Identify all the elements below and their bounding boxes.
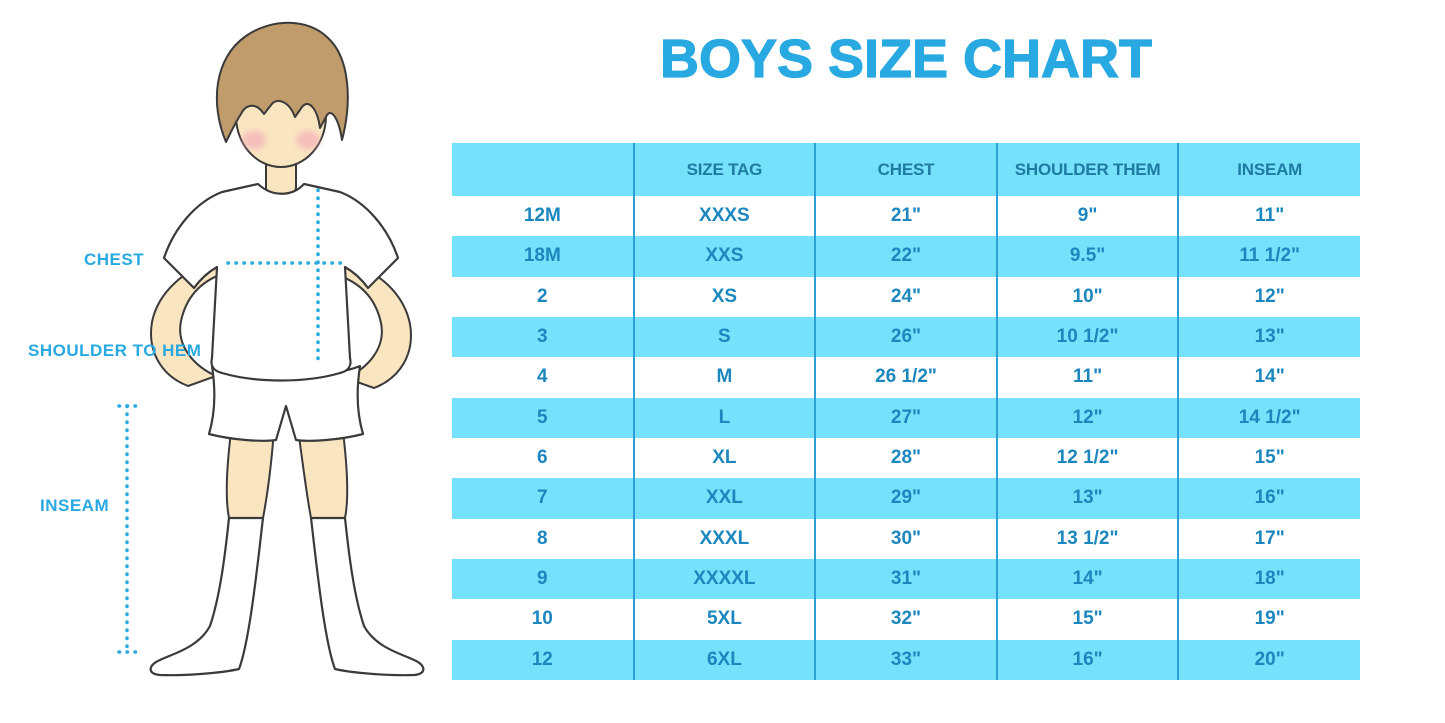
table-cell: L [632, 397, 816, 438]
table-row: 9 XXXXL 31" 14" 18" [452, 558, 1360, 600]
table-cell: S [632, 316, 816, 358]
table-cell: XS [632, 276, 816, 317]
table-cell: 12" [1177, 276, 1360, 317]
table-cell: 31" [814, 558, 997, 600]
table-cell: 10" [995, 276, 1179, 317]
shoulder-to-hem-label: SHOULDER TO HEM [28, 341, 202, 360]
table-cell: XXL [632, 478, 816, 519]
table-cell: 12 [531, 648, 553, 670]
table-cell: 9.5" [995, 236, 1179, 277]
table-row: 12M XXXS 21" 9" 11" [452, 196, 1360, 237]
table-cell: 8 [537, 527, 548, 549]
table-cell: 15" [995, 599, 1179, 640]
table-cell: 3 [537, 326, 548, 348]
table-row: 8 XXXL 30" 13 1/2" 17" [452, 518, 1360, 559]
column-header: CHEST [814, 143, 997, 196]
size-table-body: 12M XXXS 21" 9" 11" 18M XXS 22" 9.5" 11 1/2" 2 XS 24… [452, 196, 1360, 680]
boy-right-arm [339, 263, 412, 389]
table-cell: 16" [995, 639, 1179, 680]
table-cell: M [632, 357, 816, 398]
table-cell: 26 1/2" [814, 357, 997, 398]
boy-illustration [117, 21, 425, 677]
table-cell: 18M [523, 245, 561, 267]
table-cell: 11" [1177, 196, 1360, 237]
table-cell: 12 1/2" [995, 437, 1179, 479]
table-cell: 14 1/2" [1177, 397, 1360, 438]
table-cell: 18" [1177, 558, 1360, 600]
table-cell: 27" [814, 397, 997, 438]
table-cell: 5XL [632, 599, 816, 640]
table-row: 4 M 26 1/2" 11" 14" [452, 357, 1360, 398]
table-cell: 12M [523, 205, 561, 227]
table-cell: 24" [814, 276, 997, 317]
table-cell: 30" [814, 518, 997, 559]
table-cell: 17" [1177, 518, 1360, 559]
table-cell: 14" [1177, 357, 1360, 398]
table-cell: 21" [814, 196, 997, 237]
table-row: 12 6XL 33" 16" 20" [452, 639, 1360, 680]
table-cell: 32" [814, 599, 997, 640]
size-table: SIZE TAG CHEST SHOULDER THEM INSEAM 12M XXXS… [452, 143, 1360, 680]
boy-shirt [162, 182, 400, 382]
table-cell: 26" [814, 316, 997, 358]
table-cell: 29" [814, 478, 997, 519]
table-cell: 12" [995, 397, 1179, 438]
column-header: SHOULDER THEM [995, 143, 1179, 196]
table-cell: 13 1/2" [995, 518, 1179, 559]
table-cell: 10 1/2" [995, 316, 1179, 358]
table-cell: XL [632, 437, 816, 479]
size-table-head: SIZE TAG CHEST SHOULDER THEM INSEAM [452, 143, 1360, 196]
table-cell: 9 [537, 568, 548, 590]
table-cell: XXXL [632, 518, 816, 559]
inseam-label: INSEAM [40, 496, 110, 515]
table-cell: 13" [1177, 316, 1360, 358]
table-cell: 22" [814, 236, 997, 277]
column-header: INSEAM [1177, 143, 1360, 196]
table-row: 5 L 27" 12" 14 1/2" [452, 397, 1360, 438]
page-title: BOYS SIZE CHART [659, 28, 1153, 89]
boy-left-sock [149, 516, 265, 677]
table-cell: 14" [995, 558, 1179, 600]
table-row: 18M XXS 22" 9.5" 11 1/2" [452, 236, 1360, 277]
table-row: 2 XS 24" 10" 12" [452, 276, 1360, 317]
table-cell: XXXS [632, 196, 816, 237]
table-cell: 11" [995, 357, 1179, 398]
boy-right-cheek [296, 131, 320, 149]
table-cell: 9" [995, 196, 1179, 237]
column-header: SIZE TAG [632, 143, 816, 196]
table-row: 10 5XL 32" 15" 19" [452, 599, 1360, 640]
table-cell: XXXXL [632, 558, 816, 600]
table-cell: 7 [537, 487, 548, 509]
table-cell: 20" [1177, 639, 1360, 680]
boy-right-sock [309, 516, 425, 677]
table-row: 3 S 26" 10 1/2" 13" [452, 316, 1360, 358]
boy-left-arm [150, 261, 223, 387]
table-cell: 4 [537, 366, 548, 388]
table-row: 7 XXL 29" 13" 16" [452, 478, 1360, 519]
table-cell: 10 [531, 608, 553, 630]
table-cell: 16" [1177, 478, 1360, 519]
boy-figure-panel: CHEST SHOULDER TO HEM INSEAM [0, 0, 450, 723]
boy-left-cheek [242, 131, 266, 149]
table-cell: 5 [537, 406, 548, 428]
table-cell: 2 [537, 285, 548, 307]
table-cell: 13" [995, 478, 1179, 519]
header-row: SIZE TAG CHEST SHOULDER THEM INSEAM [452, 143, 1360, 196]
boy-hair [215, 21, 349, 143]
table-cell: 33" [814, 639, 997, 680]
table-cell: 11 1/2" [1177, 236, 1360, 277]
table-cell: 15" [1177, 437, 1360, 479]
table-row: 6 XL 28" 12 1/2" 15" [452, 437, 1360, 479]
table-cell: XXS [632, 236, 816, 277]
table-cell: 6XL [632, 639, 816, 680]
chest-label: CHEST [84, 250, 145, 269]
table-cell: 6 [537, 447, 548, 469]
table-cell: 28" [814, 437, 997, 479]
column-header [452, 143, 634, 196]
table-cell: 19" [1177, 599, 1360, 640]
